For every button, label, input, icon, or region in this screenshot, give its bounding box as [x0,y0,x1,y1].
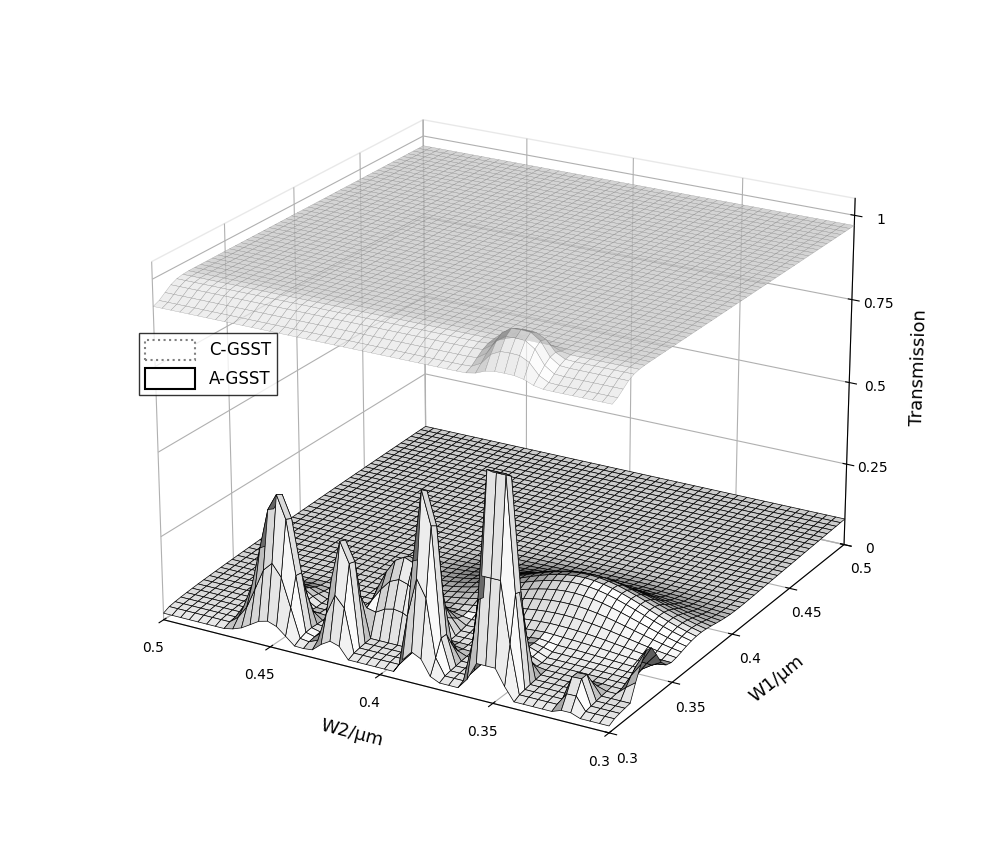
Legend: C-GSST, A-GSST: C-GSST, A-GSST [139,333,277,395]
X-axis label: W2/μm: W2/μm [318,716,385,750]
Y-axis label: W1/μm: W1/μm [746,652,807,706]
